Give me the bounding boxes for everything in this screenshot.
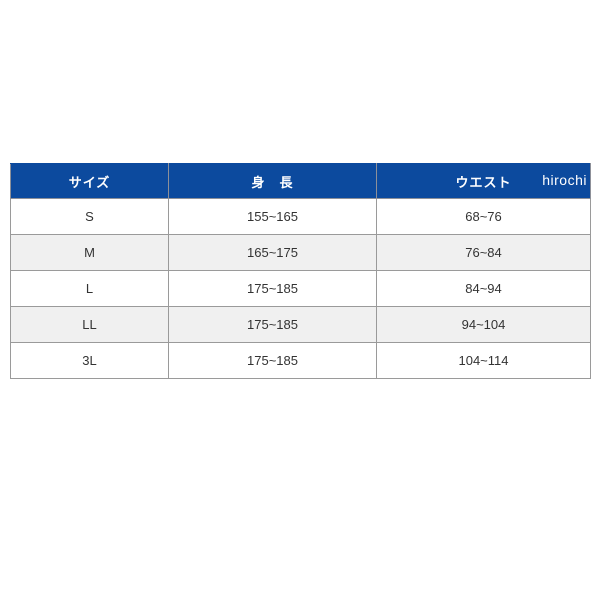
table-row: 3L 175~185 104~114 — [10, 342, 591, 379]
cell-waist: 104~114 — [376, 342, 591, 379]
cell-waist: 76~84 — [376, 234, 591, 271]
cell-height: 165~175 — [168, 234, 377, 271]
size-chart-table: サイズ 身 長 ウエスト S 155~165 68~76 M 165~175 7… — [10, 163, 591, 379]
cell-height: 175~185 — [168, 306, 377, 343]
table-row: L 175~185 84~94 — [10, 270, 591, 307]
table-row: S 155~165 68~76 — [10, 198, 591, 235]
column-header-height: 身 長 — [168, 163, 377, 199]
cell-height: 155~165 — [168, 198, 377, 235]
cell-size: S — [10, 198, 169, 235]
cell-size: 3L — [10, 342, 169, 379]
cell-size: L — [10, 270, 169, 307]
cell-height: 175~185 — [168, 342, 377, 379]
cell-size: LL — [10, 306, 169, 343]
cell-height: 175~185 — [168, 270, 377, 307]
cell-waist: 94~104 — [376, 306, 591, 343]
cell-waist: 68~76 — [376, 198, 591, 235]
column-header-size: サイズ — [10, 163, 169, 199]
table-header-row: サイズ 身 長 ウエスト — [10, 163, 591, 199]
column-header-waist: ウエスト — [376, 163, 591, 199]
table-row: M 165~175 76~84 — [10, 234, 591, 271]
cell-waist: 84~94 — [376, 270, 591, 307]
cell-size: M — [10, 234, 169, 271]
table-row: LL 175~185 94~104 — [10, 306, 591, 343]
size-chart-container: サイズ 身 長 ウエスト S 155~165 68~76 M 165~175 7… — [10, 163, 591, 379]
